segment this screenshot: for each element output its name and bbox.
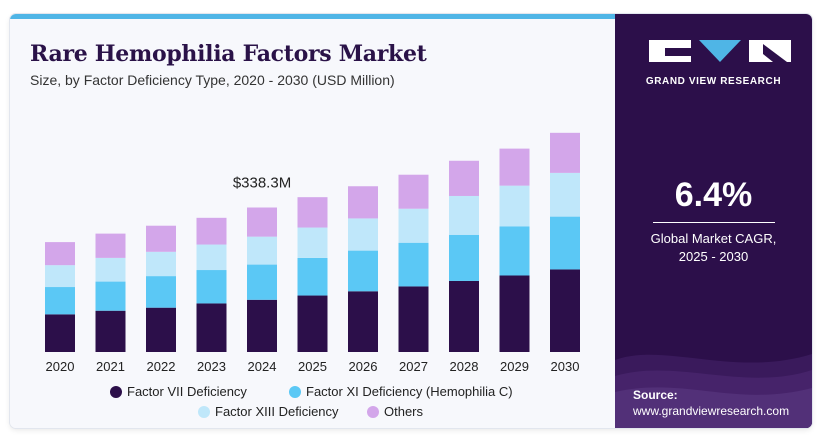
bar-2023-series-1 bbox=[196, 270, 227, 304]
bar-2024-series-3 bbox=[247, 207, 277, 237]
bar-2024-series-1 bbox=[247, 264, 277, 300]
bar-2020-series-2 bbox=[45, 265, 75, 288]
cagr-label-line1: Global Market CAGR, bbox=[650, 231, 777, 246]
grand-view-research-logo bbox=[649, 40, 791, 62]
decorative-waves bbox=[615, 354, 812, 428]
x-tick-label: 2027 bbox=[399, 359, 428, 374]
bar-2026-series-2 bbox=[348, 218, 378, 251]
bar-2022-series-2 bbox=[146, 251, 176, 277]
bar-2022-series-3 bbox=[146, 225, 176, 252]
infographic-card: Rare Hemophilia Factors Market Size, by … bbox=[10, 14, 812, 428]
bar-2027-series-3 bbox=[398, 174, 429, 209]
legend-label-3: Others bbox=[384, 404, 424, 419]
bar-2026-series-0 bbox=[348, 291, 378, 352]
legend-label-0: Factor VII Deficiency bbox=[127, 384, 247, 399]
bar-2026-series-3 bbox=[348, 186, 378, 219]
bar-2023-series-2 bbox=[196, 244, 227, 271]
cagr-divider bbox=[653, 222, 775, 223]
bar-2025-series-2 bbox=[297, 227, 328, 258]
legend-swatch-1 bbox=[289, 386, 301, 398]
x-tick-label: 2028 bbox=[450, 359, 479, 374]
bar-2027-series-1 bbox=[398, 242, 429, 287]
bar-2028-series-2 bbox=[449, 195, 479, 235]
bar-2021-series-2 bbox=[95, 257, 126, 282]
chart-subtitle: Size, by Factor Deficiency Type, 2020 - … bbox=[30, 72, 395, 88]
bar-2029-series-1 bbox=[499, 226, 530, 276]
x-tick-label: 2030 bbox=[551, 359, 580, 374]
bar-2021-series-3 bbox=[95, 233, 126, 258]
bar-2025-series-0 bbox=[297, 295, 328, 352]
x-tick-label: 2020 bbox=[46, 359, 75, 374]
legend-swatch-2 bbox=[198, 406, 210, 418]
bar-2025-series-1 bbox=[297, 257, 328, 296]
bar-2025-series-3 bbox=[297, 197, 328, 228]
bar-2028-series-3 bbox=[449, 160, 479, 196]
stacked-bar-chart: 2020 2021 2022 2023 2024 $338.3M 2025 2026 2027 2… bbox=[45, 132, 580, 419]
bar-2026-series-1 bbox=[348, 250, 378, 292]
bar-2023-series-0 bbox=[196, 303, 227, 352]
brand-panel: GRAND VIEW RESEARCH 6.4% Global Market C… bbox=[615, 14, 812, 428]
x-tick-label: 2023 bbox=[197, 359, 226, 374]
chart-title: Rare Hemophilia Factors Market bbox=[30, 41, 427, 67]
bar-2021-series-0 bbox=[95, 310, 126, 352]
bar-2027-series-0 bbox=[398, 286, 429, 352]
data-annotation: $338.3M bbox=[233, 175, 291, 192]
x-tick-label: 2026 bbox=[349, 359, 378, 374]
bar-2022-series-1 bbox=[146, 276, 176, 308]
cagr-label-line2: 2025 - 2030 bbox=[678, 249, 749, 264]
legend-swatch-3 bbox=[367, 406, 379, 418]
bar-2029-series-3 bbox=[499, 148, 530, 186]
bar-2030-series-1 bbox=[550, 216, 580, 270]
bar-2020-series-3 bbox=[45, 242, 75, 266]
bar-2024-series-2 bbox=[247, 236, 277, 265]
legend-label-2: Factor XIII Deficiency bbox=[215, 404, 339, 419]
bar-2030-series-3 bbox=[550, 132, 580, 173]
bar-2029-series-0 bbox=[499, 275, 530, 352]
source-block: Source: www.grandviewresearch.com bbox=[633, 387, 789, 419]
chart-panel: Rare Hemophilia Factors Market Size, by … bbox=[10, 14, 615, 428]
x-tick-label: 2021 bbox=[96, 359, 125, 374]
bar-2028-series-1 bbox=[449, 234, 479, 281]
legend-label-1: Factor XI Deficiency (Hemophilia C) bbox=[306, 384, 513, 399]
bar-2027-series-2 bbox=[398, 208, 429, 243]
source-label: Source: bbox=[633, 388, 678, 402]
cagr-label: Global Market CAGR, 2025 - 2030 bbox=[615, 230, 812, 266]
legend-swatch-0 bbox=[110, 386, 122, 398]
bar-2020-series-1 bbox=[45, 287, 75, 315]
x-tick-label: 2025 bbox=[298, 359, 327, 374]
bar-2029-series-2 bbox=[499, 185, 530, 227]
bar-2030-series-2 bbox=[550, 172, 580, 217]
x-tick-label: 2029 bbox=[500, 359, 529, 374]
bar-2021-series-1 bbox=[95, 281, 126, 311]
source-url[interactable]: www.grandviewresearch.com bbox=[633, 404, 790, 418]
x-tick-label: 2024 bbox=[248, 359, 277, 374]
bar-2024-series-0 bbox=[247, 299, 277, 352]
bar-2028-series-0 bbox=[449, 280, 479, 352]
brand-name: GRAND VIEW RESEARCH bbox=[645, 76, 782, 87]
x-tick-label: 2022 bbox=[147, 359, 176, 374]
cagr-value: 6.4% bbox=[674, 176, 753, 214]
bar-2030-series-0 bbox=[550, 269, 580, 352]
bar-2020-series-0 bbox=[45, 314, 75, 352]
bar-2022-series-0 bbox=[146, 307, 176, 352]
bar-2023-series-3 bbox=[196, 217, 227, 245]
